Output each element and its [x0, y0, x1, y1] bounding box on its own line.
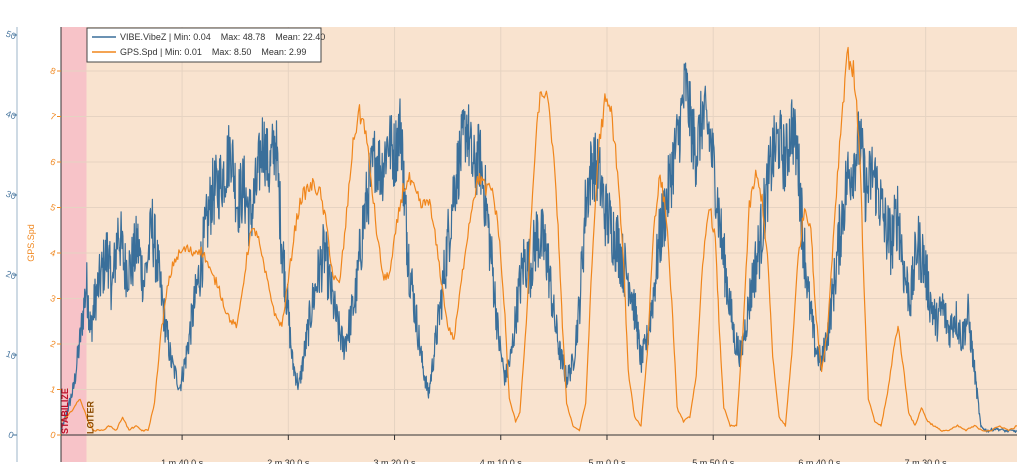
y-left-tick-label: 10 [5, 349, 18, 362]
ticks: 0 10 20 30 40 50 0 1 2 3 4 5 6 7 8 1 m 40.0 s 2 m 30.0 s… [5, 29, 948, 464]
x-tick-label: 3 m 20.0 s [374, 458, 417, 464]
y-right-tick-label: 3 [49, 293, 57, 304]
x-tick-label: 5 m 50.0 s [692, 458, 735, 464]
mode-band-loiter [86, 27, 1017, 462]
x-tick-label: 4 m 10.0 s [480, 458, 523, 464]
x-tick-label: 6 m 40.0 s [798, 458, 841, 464]
series-layer [61, 46, 1017, 433]
y-left-tick-label: 30 [5, 189, 18, 202]
y-right-tick-label: 4 [49, 247, 57, 258]
y-right-tick-label: 2 [49, 338, 57, 349]
y-left-tick-label: 0 [7, 429, 15, 440]
mode-label-stabilize: STABILIZE [60, 388, 70, 434]
mode-label-loiter: LOITER [85, 401, 95, 434]
x-tick-label: 7 m 30.0 s [905, 458, 948, 464]
legend-entry-vibez: VIBE.VibeZ | Min: 0.04 Max: 48.78 Mean: … [120, 32, 325, 42]
y-right-tick-label: 5 [49, 202, 57, 213]
y-right-tick-label: 6 [49, 156, 57, 167]
y-axis-right-title: GPS.Spd [26, 224, 36, 262]
y-right-tick-label: 8 [49, 65, 57, 76]
y-right-tick-label: 0 [49, 429, 57, 440]
x-tick-label: 2 m 30.0 s [267, 458, 310, 464]
series-line-vibe-vibez [61, 62, 1017, 433]
x-tick-label: 5 m 0.0 s [588, 458, 626, 464]
y-right-tick-label: 7 [49, 111, 57, 122]
axes: GPS.Spd [16, 27, 1017, 462]
legend-entry-gps-spd: GPS.Spd | Min: 0.01 Max: 8.50 Mean: 2.99 [120, 47, 306, 57]
y-left-tick-label: 40 [5, 109, 18, 122]
legend: VIBE.VibeZ | Min: 0.04 Max: 48.78 Mean: … [86, 27, 325, 63]
y-left-tick-label: 50 [5, 29, 18, 42]
x-tick-label: 1 m 40.0 s [161, 458, 204, 464]
series-line-gps-spd [61, 46, 1017, 432]
y-right-tick-label: 1 [49, 384, 57, 395]
legend-box [86, 27, 322, 63]
flight-mode-labels: STABILIZE LOITER [60, 388, 95, 434]
y-left-tick-label: 20 [5, 269, 18, 282]
